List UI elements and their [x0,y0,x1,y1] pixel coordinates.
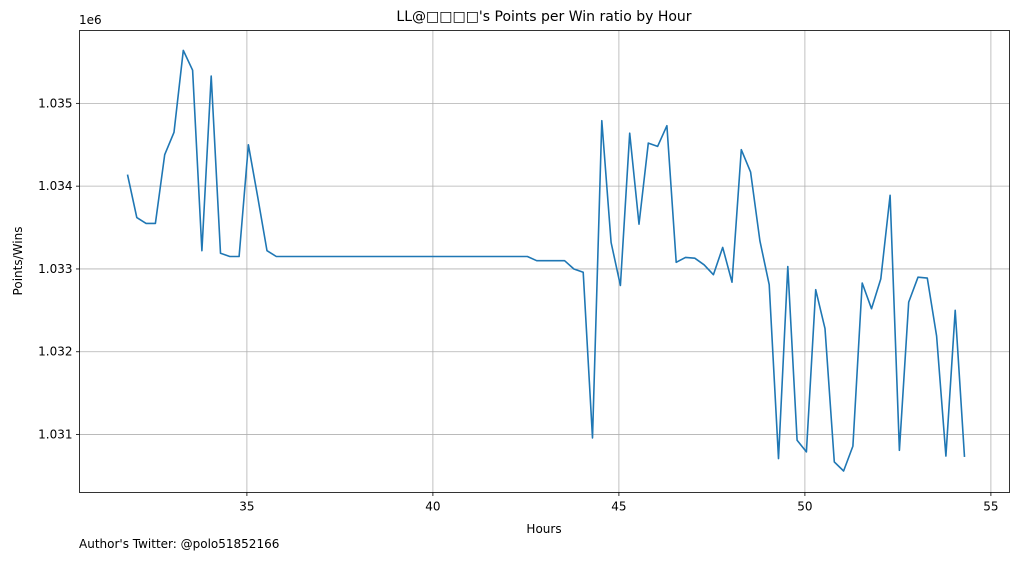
y-tick-label: 1.035 [38,96,72,110]
x-tick-label: 55 [983,500,998,514]
series-group [126,49,966,472]
grid [79,30,1010,493]
plot-frame [79,30,1010,493]
series-line [126,49,966,472]
x-axis-ticks: 35 40 45 50 55 [239,492,999,514]
x-tick-label: 35 [239,500,254,514]
y-tick-label: 1.032 [38,345,72,359]
x-axis-label: Hours [526,522,561,536]
x-tick-label: 40 [425,500,440,514]
y-offset-text: 1e6 [79,13,102,27]
y-axis-ticks: 1.031 1.032 1.033 1.034 1.035 [38,96,80,442]
chart-title: LL@□□□□'s Points per Win ratio by Hour [396,9,691,25]
y-tick-label: 1.031 [38,428,72,442]
x-tick-label: 50 [797,500,812,514]
x-tick-label: 45 [611,500,626,514]
y-tick-label: 1.034 [38,179,72,193]
y-tick-label: 1.033 [38,262,72,276]
y-axis-label: Points/Wins [11,227,25,296]
footer-text: Author's Twitter: @polo51852166 [79,537,280,551]
